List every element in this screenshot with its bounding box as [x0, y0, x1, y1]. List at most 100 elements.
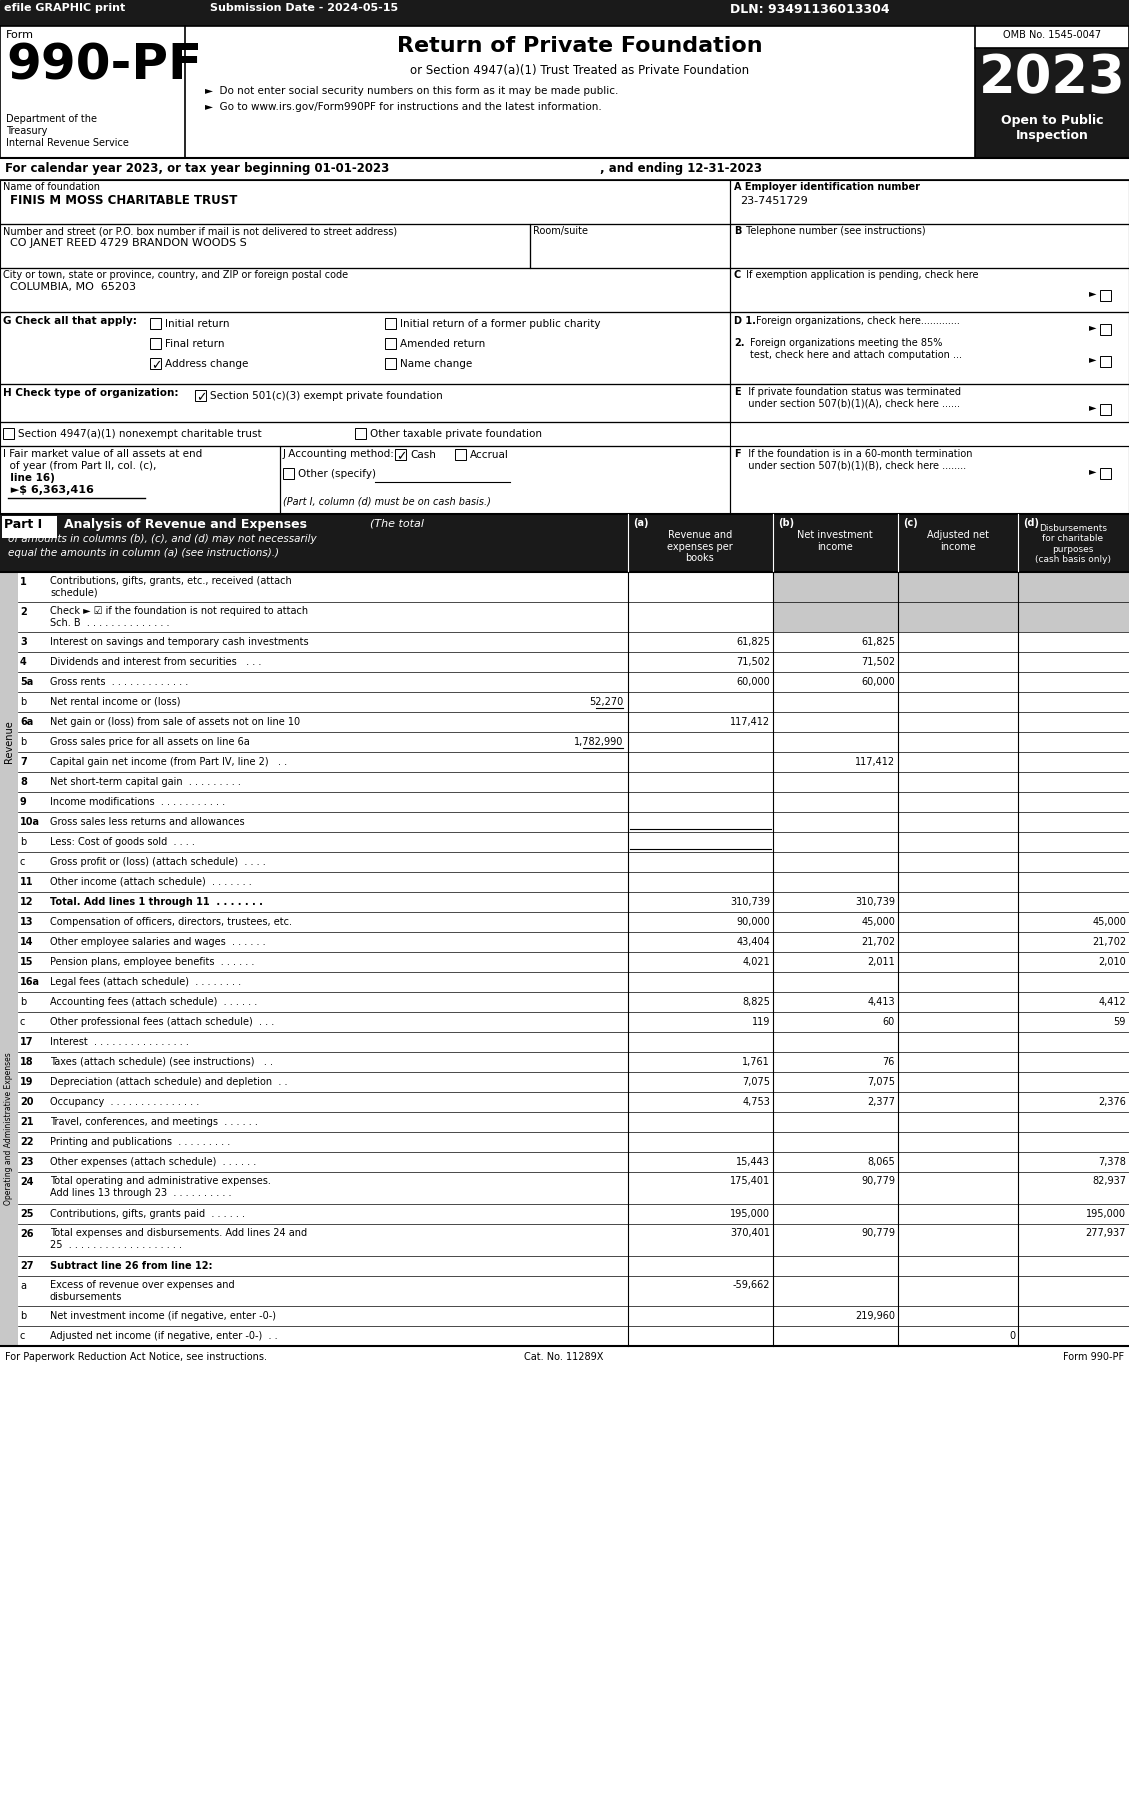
- Text: 4: 4: [20, 656, 27, 667]
- Bar: [730, 225, 1129, 268]
- Text: 117,412: 117,412: [729, 717, 770, 726]
- Bar: [455, 450, 466, 460]
- Text: 27: 27: [20, 1260, 34, 1271]
- Bar: [0, 423, 730, 446]
- Text: Net rental income or (loss): Net rental income or (loss): [50, 698, 181, 707]
- Text: b: b: [20, 1311, 26, 1322]
- Text: Interest on savings and temporary cash investments: Interest on savings and temporary cash i…: [50, 636, 308, 647]
- Text: Net short-term capital gain  . . . . . . . . .: Net short-term capital gain . . . . . . …: [50, 777, 240, 788]
- Text: 45,000: 45,000: [861, 917, 895, 928]
- Text: 19: 19: [20, 1077, 34, 1088]
- Text: 22: 22: [20, 1136, 34, 1147]
- Bar: [150, 338, 161, 349]
- Text: Excess of revenue over expenses and
disbursements: Excess of revenue over expenses and disb…: [50, 1280, 235, 1302]
- Text: 90,000: 90,000: [736, 917, 770, 928]
- Bar: [1018, 572, 1129, 602]
- Text: 1,782,990: 1,782,990: [574, 737, 623, 746]
- Text: test, check here and attach computation ...: test, check here and attach computation …: [750, 351, 962, 360]
- Text: 3: 3: [20, 636, 27, 647]
- Text: 7,075: 7,075: [742, 1077, 770, 1088]
- Text: 2023: 2023: [979, 52, 1126, 104]
- Text: Section 4947(a)(1) nonexempt charitable trust: Section 4947(a)(1) nonexempt charitable …: [18, 430, 262, 439]
- Text: 990-PF: 990-PF: [6, 41, 202, 88]
- Text: 16a: 16a: [20, 976, 40, 987]
- Text: 4,753: 4,753: [742, 1097, 770, 1108]
- Text: Adjusted net
income: Adjusted net income: [927, 530, 989, 552]
- Text: 2,010: 2,010: [1099, 957, 1126, 967]
- Text: ►  Do not enter social security numbers on this form as it may be made public.: ► Do not enter social security numbers o…: [205, 86, 619, 95]
- Text: Form: Form: [6, 31, 34, 40]
- Text: 195,000: 195,000: [730, 1208, 770, 1219]
- Bar: [150, 318, 161, 329]
- Text: a: a: [20, 1280, 26, 1291]
- Text: Analysis of Revenue and Expenses: Analysis of Revenue and Expenses: [64, 518, 307, 530]
- Text: 43,404: 43,404: [736, 937, 770, 948]
- Text: OMB No. 1545-0047: OMB No. 1545-0047: [1003, 31, 1101, 40]
- Text: Form 990-PF: Form 990-PF: [1062, 1352, 1124, 1363]
- Text: 1,761: 1,761: [742, 1057, 770, 1066]
- Text: Total operating and administrative expenses.
Add lines 13 through 23  . . . . . : Total operating and administrative expen…: [50, 1176, 271, 1197]
- Text: ►  Go to www.irs.gov/Form990PF for instructions and the latest information.: ► Go to www.irs.gov/Form990PF for instru…: [205, 102, 602, 111]
- Text: Initial return: Initial return: [165, 318, 229, 329]
- Bar: [0, 180, 730, 225]
- Text: C: C: [734, 270, 742, 280]
- Text: Revenue: Revenue: [5, 721, 14, 764]
- Bar: [773, 572, 898, 602]
- Text: Initial return of a former public charity: Initial return of a former public charit…: [400, 318, 601, 329]
- Text: ►: ►: [1089, 288, 1096, 298]
- Text: 7: 7: [20, 757, 27, 768]
- Bar: [773, 602, 898, 633]
- Text: 11: 11: [20, 877, 34, 886]
- Text: ►: ►: [1089, 354, 1096, 363]
- Text: Less: Cost of goods sold  . . . .: Less: Cost of goods sold . . . .: [50, 838, 195, 847]
- Text: Other income (attach schedule)  . . . . . . .: Other income (attach schedule) . . . . .…: [50, 877, 252, 886]
- Text: line 16): line 16): [3, 473, 55, 484]
- Text: Net gain or (loss) from sale of assets not on line 10: Net gain or (loss) from sale of assets n…: [50, 717, 300, 726]
- Bar: [530, 225, 730, 268]
- Text: Open to Public
Inspection: Open to Public Inspection: [1000, 113, 1103, 142]
- Bar: [385, 318, 396, 329]
- Text: Accrual: Accrual: [470, 450, 509, 460]
- Text: Accounting fees (attach schedule)  . . . . . .: Accounting fees (attach schedule) . . . …: [50, 998, 257, 1007]
- Bar: [730, 313, 1129, 385]
- Text: Travel, conferences, and meetings  . . . . . .: Travel, conferences, and meetings . . . …: [50, 1117, 257, 1127]
- Text: D 1.: D 1.: [734, 316, 756, 325]
- Text: 370,401: 370,401: [730, 1228, 770, 1239]
- Text: 10a: 10a: [20, 816, 40, 827]
- Text: ►$ 6,363,416: ►$ 6,363,416: [3, 485, 94, 494]
- Text: efile GRAPHIC print: efile GRAPHIC print: [5, 4, 125, 13]
- Text: Subtract line 26 from line 12:: Subtract line 26 from line 12:: [50, 1260, 212, 1271]
- Text: ►: ►: [1089, 466, 1096, 476]
- Text: Submission Date - 2024-05-15: Submission Date - 2024-05-15: [210, 4, 399, 13]
- Text: 0: 0: [1009, 1331, 1015, 1341]
- Text: 71,502: 71,502: [736, 656, 770, 667]
- Bar: [0, 912, 18, 1347]
- Text: 2.: 2.: [734, 338, 744, 349]
- Text: Internal Revenue Service: Internal Revenue Service: [6, 138, 129, 147]
- Bar: [0, 385, 730, 423]
- Text: 21: 21: [20, 1117, 34, 1127]
- Text: If the foundation is in a 60-month termination: If the foundation is in a 60-month termi…: [742, 450, 972, 458]
- Text: Contributions, gifts, grants, etc., received (attach
schedule): Contributions, gifts, grants, etc., rece…: [50, 575, 291, 597]
- Text: B: B: [734, 227, 742, 236]
- Text: b: b: [20, 838, 26, 847]
- Text: 1: 1: [20, 577, 27, 586]
- Text: 219,960: 219,960: [855, 1311, 895, 1322]
- Text: 117,412: 117,412: [855, 757, 895, 768]
- Text: I Fair market value of all assets at end: I Fair market value of all assets at end: [3, 450, 202, 458]
- Text: Other taxable private foundation: Other taxable private foundation: [370, 430, 542, 439]
- Text: 71,502: 71,502: [861, 656, 895, 667]
- Bar: [3, 428, 14, 439]
- Text: b: b: [20, 698, 26, 707]
- Text: CO JANET REED 4729 BRANDON WOODS S: CO JANET REED 4729 BRANDON WOODS S: [10, 237, 247, 248]
- Text: Other employee salaries and wages  . . . . . .: Other employee salaries and wages . . . …: [50, 937, 265, 948]
- Text: ✓: ✓: [396, 450, 406, 464]
- Text: b: b: [20, 998, 26, 1007]
- Text: (a): (a): [633, 518, 648, 529]
- Text: (The total: (The total: [370, 518, 425, 529]
- Text: Capital gain net income (from Part IV, line 2)   . .: Capital gain net income (from Part IV, l…: [50, 757, 287, 768]
- Text: Return of Private Foundation: Return of Private Foundation: [397, 36, 763, 56]
- Text: Other professional fees (attach schedule)  . . .: Other professional fees (attach schedule…: [50, 1018, 274, 1027]
- Bar: [0, 313, 730, 385]
- Text: Contributions, gifts, grants paid  . . . . . .: Contributions, gifts, grants paid . . . …: [50, 1208, 245, 1219]
